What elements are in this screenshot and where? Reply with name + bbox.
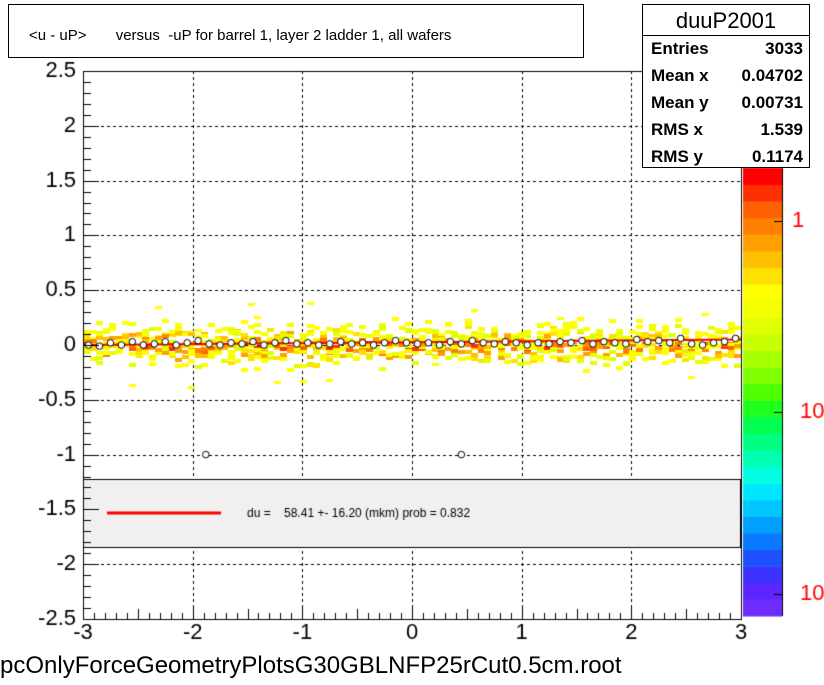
stats-row-mean-y: Mean y 0.00731 [651, 93, 803, 119]
stats-label: RMS x [651, 120, 703, 139]
stats-value: 0.00731 [741, 93, 803, 112]
stats-name: duuP2001 [643, 7, 809, 36]
stats-row-mean-x: Mean x 0.04702 [651, 66, 803, 92]
stats-label: Mean y [651, 93, 709, 112]
stats-value: 3033 [765, 39, 803, 58]
title-box: <u - uP> versus -uP for barrel 1, layer … [8, 4, 584, 58]
footer-filename: pcOnlyForceGeometryPlotsG30GBLNFP25rCut0… [0, 652, 622, 679]
stats-label: RMS y [651, 147, 703, 166]
chart-title: <u - uP> versus -uP for barrel 1, layer … [29, 27, 452, 44]
stats-box: duuP2001 Entries 3033 Mean x 0.04702 Mea… [642, 4, 810, 168]
stats-row-rms-x: RMS x 1.539 [651, 120, 803, 146]
stats-row-entries: Entries 3033 [651, 39, 803, 65]
stats-value: 0.04702 [741, 66, 803, 85]
stats-value: 1.539 [760, 120, 803, 139]
stats-label: Entries [651, 39, 709, 58]
stats-row-rms-y: RMS y 0.1174 [651, 147, 803, 173]
stats-label: Mean x [651, 66, 709, 85]
stats-value: 0.1174 [751, 147, 803, 166]
